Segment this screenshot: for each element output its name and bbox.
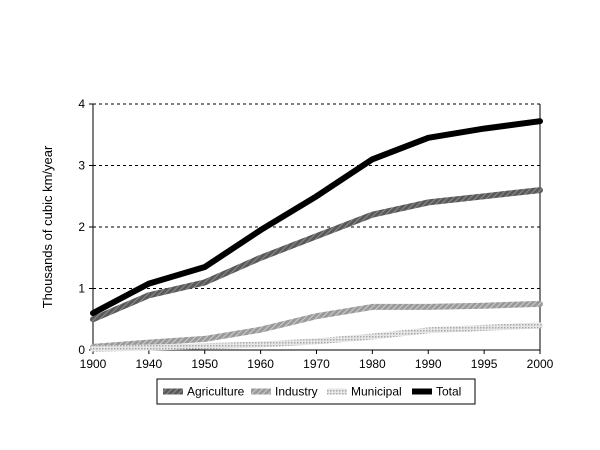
y-tick-label: 3	[78, 159, 85, 173]
legend-label-municipal: Municipal	[351, 385, 402, 399]
x-tick-label: 1980	[359, 357, 386, 371]
series-line-total	[90, 118, 543, 317]
y-tick-label: 0	[78, 343, 85, 357]
x-tick-label: 1940	[136, 357, 163, 371]
y-tick-label: 1	[78, 282, 85, 296]
x-tick-label: 1995	[471, 357, 498, 371]
tick-labels: 0 1 2 3 4 1900 1940 1950 1960 1970 1980 1990 1995 200…	[78, 97, 553, 371]
series-line-agriculture	[90, 187, 543, 323]
legend-label-total: Total	[436, 385, 461, 399]
x-tick-label: 1960	[247, 357, 274, 371]
x-tick-label: 1990	[415, 357, 442, 371]
y-tick-label: 4	[78, 97, 85, 111]
x-tick-label: 1900	[80, 357, 107, 371]
gridlines	[93, 103, 540, 289]
legend-label-agriculture: Agriculture	[187, 385, 245, 399]
x-tick-label: 2000	[527, 357, 554, 371]
y-axis-title: Thousands of cubic km/year	[40, 145, 55, 308]
x-tick-label: 1950	[191, 357, 218, 371]
series-lines	[90, 118, 543, 352]
legend: Agriculture Industry Municipal Total	[156, 378, 476, 405]
series-line-municipal	[90, 322, 543, 352]
x-tick-label: 1970	[303, 357, 330, 371]
y-tick-label: 2	[78, 220, 85, 234]
legend-label-industry: Industry	[275, 385, 318, 399]
series-line-industry	[90, 300, 543, 350]
